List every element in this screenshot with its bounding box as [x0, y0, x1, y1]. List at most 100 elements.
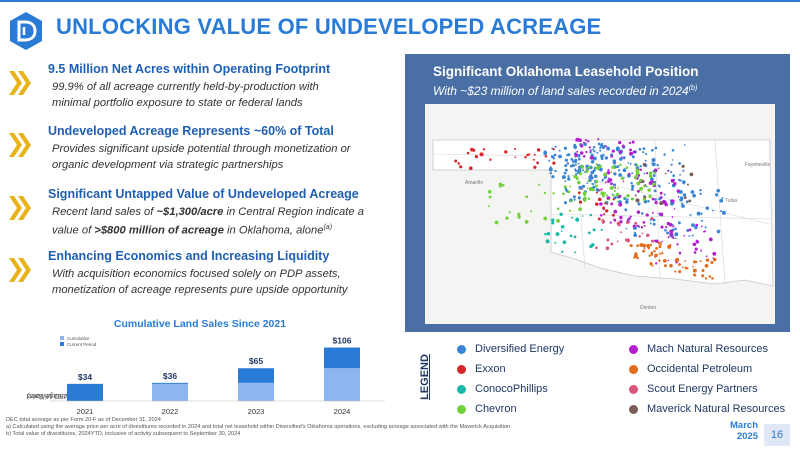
- lease-dot: [613, 218, 617, 222]
- lease-dot: [600, 191, 605, 196]
- lease-dot: [669, 263, 673, 268]
- lease-dot: [598, 164, 602, 168]
- lease-dot: [554, 241, 557, 244]
- lease-dot: [652, 182, 656, 187]
- lease-dot: [517, 215, 521, 219]
- lease-dot: [536, 148, 541, 152]
- lease-dot: [664, 172, 667, 175]
- lease-dot: [611, 149, 615, 153]
- lease-dot: [574, 251, 577, 254]
- lease-dot: [657, 184, 660, 187]
- lease-dot: [573, 158, 578, 163]
- lease-dot: [651, 197, 655, 201]
- lease-dot: [609, 186, 614, 190]
- lease-dot: [645, 213, 649, 217]
- double-chevron-right-icon: [9, 133, 31, 157]
- lease-dot: [663, 153, 666, 156]
- lease-dot: [639, 165, 642, 168]
- lease-dot: [631, 155, 635, 159]
- lease-dot: [700, 219, 704, 222]
- lease-dot: [582, 154, 586, 158]
- lease-dot: [672, 225, 675, 228]
- lease-dot: [582, 141, 586, 144]
- lease-dot: [649, 243, 653, 247]
- lease-dot: [578, 168, 582, 172]
- lease-dot: [567, 175, 570, 178]
- lease-dot: [613, 209, 618, 214]
- lease-dot: [561, 250, 564, 253]
- lease-dot: [647, 188, 651, 192]
- lease-dot: [585, 150, 588, 154]
- legend-label: Maverick Natural Resources: [647, 403, 786, 415]
- lease-dot: [672, 174, 676, 178]
- lease-dot: [683, 234, 686, 237]
- x-tick-label: 2023: [248, 407, 265, 416]
- bar-total-label: $106: [333, 336, 352, 346]
- lease-dot: [597, 197, 602, 202]
- lease-dot: [650, 253, 654, 256]
- bullet-block: 9.5 Million Net Acres within Operating F…: [8, 62, 403, 114]
- lease-dot: [472, 148, 476, 152]
- lease-dot: [610, 242, 614, 246]
- lease-dot: [636, 244, 640, 247]
- lease-dot: [636, 189, 640, 193]
- lease-dot: [573, 198, 576, 201]
- bullet-text: With acquisition economics focused solel…: [52, 268, 348, 296]
- lease-dot: [674, 227, 677, 231]
- lease-dot: [642, 151, 645, 154]
- lease-dot: [600, 142, 604, 146]
- lease-dot: [677, 221, 681, 225]
- svg-text:Current Period: Current Period: [67, 342, 97, 347]
- lease-dot: [660, 252, 664, 255]
- oklahoma-outline: [432, 139, 774, 287]
- lease-dot: [670, 178, 675, 183]
- lease-dot: [454, 159, 458, 163]
- lease-dot: [556, 207, 560, 211]
- map-subheading: With ~$23 million of land sales recorded…: [433, 84, 698, 98]
- lease-dot: [692, 193, 696, 198]
- lease-dot: [533, 165, 537, 169]
- lease-dot: [675, 237, 677, 240]
- lease-dot: [589, 151, 592, 154]
- lease-dot: [633, 256, 636, 259]
- lease-dot: [616, 165, 620, 169]
- lease-dot: [606, 171, 611, 175]
- lease-dot: [623, 169, 627, 173]
- lease-dot: [572, 195, 576, 199]
- lease-dot: [646, 243, 651, 248]
- lease-dot: [585, 169, 589, 174]
- lease-dot: [650, 216, 654, 221]
- lease-dot: [638, 147, 642, 151]
- lease-dot: [672, 236, 675, 239]
- lease-dot: [634, 194, 637, 197]
- lease-dot: [646, 233, 650, 238]
- lease-dot: [595, 188, 600, 192]
- lease-dot: [588, 166, 591, 169]
- lease-dot: [628, 141, 632, 145]
- lease-dot: [642, 249, 646, 253]
- lease-dot: [567, 177, 571, 181]
- lease-dot: [653, 171, 657, 175]
- lease-dot: [654, 198, 657, 201]
- lease-dot: [530, 210, 533, 213]
- lease-dot: [482, 148, 486, 151]
- lease-dot: [704, 263, 709, 268]
- lease-dot: [649, 262, 653, 266]
- chart-legend-entry: Cumulative: [60, 336, 90, 341]
- lease-dot: [653, 239, 657, 242]
- lease-dot: [649, 222, 652, 225]
- lease-dot: [595, 246, 598, 250]
- lease-dot: [576, 171, 580, 174]
- lease-dot: [558, 154, 562, 159]
- lease-dot: [694, 225, 698, 230]
- lease-dot: [708, 237, 713, 242]
- lease-dot: [669, 232, 674, 237]
- lease-dot: [629, 148, 632, 152]
- legend-swatch-icon: [457, 345, 466, 354]
- lease-dot: [624, 208, 628, 212]
- legend-label: Exxon: [475, 363, 506, 375]
- bar-total-label: $34: [78, 372, 92, 382]
- lease-dot: [618, 173, 623, 177]
- lease-dot: [571, 160, 575, 163]
- lease-dot: [559, 212, 563, 217]
